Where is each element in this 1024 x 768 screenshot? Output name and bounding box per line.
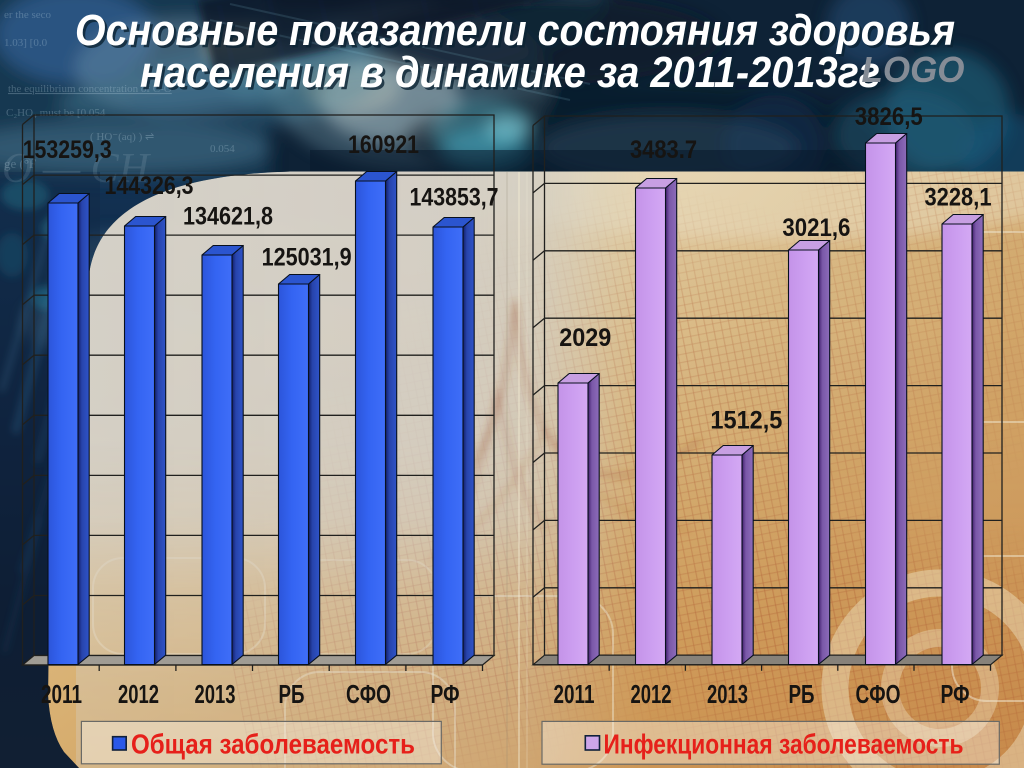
svg-text:2012: 2012 — [118, 679, 159, 709]
svg-text:2013: 2013 — [195, 679, 236, 709]
svg-text:РФ: РФ — [431, 679, 460, 709]
svg-text:РБ: РБ — [789, 679, 815, 709]
svg-text:РФ: РФ — [941, 679, 970, 709]
svg-text:O — CH: O — CH — [2, 146, 152, 192]
svg-text:2011: 2011 — [554, 679, 595, 709]
svg-text:Инфекционная заболеваемость: Инфекционная заболеваемость — [604, 729, 964, 760]
svg-text:ge (°F: ge (°F — [4, 156, 36, 171]
svg-text:LOGO: LOGO — [862, 49, 965, 90]
svg-text:3826,5: 3826,5 — [855, 103, 923, 131]
svg-text:( HO⁻(aq) ) ⇌: ( HO⁻(aq) ) ⇌ — [90, 131, 154, 143]
svg-text:Основные показатели состояния: Основные показатели состояния здоровья — [75, 6, 955, 55]
svg-text:населения в динамике за 2011-2: населения в динамике за 2011-2013гг — [140, 48, 880, 97]
svg-text:the equilibrium concentration: the equilibrium concentration of C-O — [8, 83, 172, 95]
svg-text:2013: 2013 — [707, 679, 748, 709]
svg-text:1.03] [0.0: 1.03] [0.0 — [4, 37, 48, 49]
svg-text:населения в динамике за 2011-2: населения в динамике за 2011-2013гг — [143, 51, 883, 100]
svg-text:er the seco: er the seco — [4, 9, 52, 21]
svg-text:153259,3: 153259,3 — [23, 136, 112, 164]
svg-text:1512,5: 1512,5 — [710, 407, 782, 435]
svg-text:3483.7: 3483.7 — [630, 136, 697, 164]
svg-text:160921: 160921 — [348, 131, 419, 159]
svg-text:2012: 2012 — [631, 679, 672, 709]
svg-text:125031,9: 125031,9 — [262, 244, 352, 272]
svg-text:Общая заболеваемость: Общая заболеваемость — [131, 729, 415, 760]
svg-text:0.054: 0.054 — [210, 143, 235, 155]
svg-text:134621,8: 134621,8 — [183, 203, 273, 231]
svg-text:3228,1: 3228,1 — [925, 184, 992, 212]
svg-text:СФО: СФО — [856, 679, 901, 709]
svg-text:Основные показатели состояния: Основные показатели состояния здоровья — [78, 9, 958, 58]
svg-text:143853,7: 143853,7 — [410, 184, 499, 212]
svg-text:РБ: РБ — [279, 679, 305, 709]
svg-text:2011: 2011 — [41, 679, 82, 709]
svg-text:СФО: СФО — [346, 679, 391, 709]
svg-text:C₂HO₄ must be [0.054: C₂HO₄ must be [0.054 — [6, 107, 106, 119]
svg-text:144326,3: 144326,3 — [105, 172, 194, 200]
svg-text:3021,6: 3021,6 — [782, 214, 850, 242]
svg-text:2029: 2029 — [559, 324, 611, 352]
